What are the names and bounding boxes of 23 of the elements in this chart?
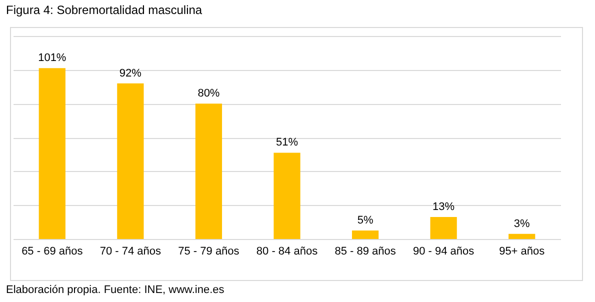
data-label: 13% bbox=[432, 201, 455, 214]
bar bbox=[117, 83, 144, 239]
bar bbox=[274, 152, 300, 239]
data-label: 101% bbox=[38, 52, 66, 64]
x-tick-label: 85 - 89 años bbox=[334, 246, 396, 258]
x-tick-label: 90 - 94 años bbox=[412, 246, 475, 258]
bar bbox=[38, 68, 66, 239]
data-label: 80% bbox=[198, 88, 220, 100]
x-tick-label: 80 - 84 años bbox=[256, 246, 318, 258]
data-label: 5% bbox=[357, 214, 374, 227]
x-tick-label: 70 - 74 años bbox=[100, 246, 162, 258]
x-tick-label: 75 - 79 años bbox=[178, 246, 240, 258]
data-label: 3% bbox=[514, 218, 530, 230]
x-tick-label: 65 - 69 años bbox=[22, 246, 84, 258]
bar bbox=[352, 230, 379, 239]
text: Elaboración propia. Fuente: INE, www.ine.es bbox=[6, 284, 224, 296]
bar bbox=[508, 234, 536, 239]
chart-title: Figura 4: Sobremortalidad masculina bbox=[6, 3, 202, 17]
data-label: 92% bbox=[119, 67, 142, 80]
bar bbox=[430, 217, 457, 239]
x-tick-label: 95+ años bbox=[499, 246, 546, 258]
data-label: 51% bbox=[276, 136, 298, 149]
bar bbox=[195, 104, 222, 239]
